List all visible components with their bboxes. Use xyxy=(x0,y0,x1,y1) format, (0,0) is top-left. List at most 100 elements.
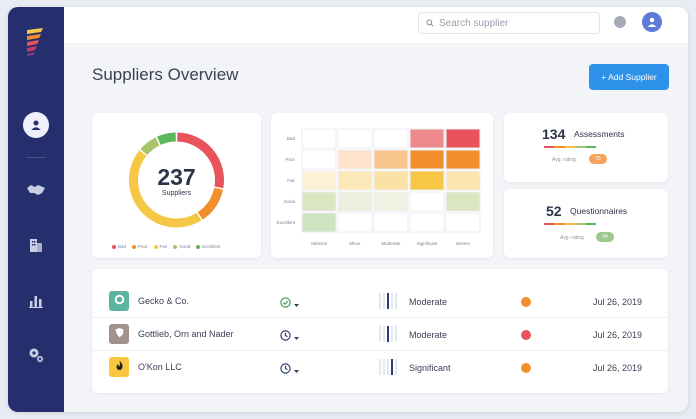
heatmap-cell[interactable] xyxy=(409,212,445,233)
assessments-avg-label: Avg. rating xyxy=(552,157,576,163)
heatmap-cell[interactable] xyxy=(445,149,481,170)
heatmap-cell[interactable] xyxy=(373,128,409,149)
donut-segment-excellent[interactable] xyxy=(157,132,177,145)
heatmap-cell[interactable] xyxy=(301,128,337,149)
rating-dot xyxy=(521,330,531,340)
heatmap-cell[interactable] xyxy=(373,212,409,233)
heatmap-row-label: Bad xyxy=(287,136,296,141)
heatmap-cell[interactable] xyxy=(337,191,373,212)
heatmap-cell[interactable] xyxy=(337,149,373,170)
legend-swatch xyxy=(196,244,201,249)
heatmap-cell[interactable] xyxy=(409,191,445,212)
nav-settings[interactable] xyxy=(22,343,50,371)
assessment-date: Jul 26, 2019 xyxy=(593,330,643,340)
rating-dot xyxy=(521,363,531,373)
assessments-rating-bar xyxy=(544,146,597,148)
heatmap-cell[interactable] xyxy=(445,170,481,191)
supplier-row[interactable]: Gecko & Co. Moderate Jul 26, 2019 xyxy=(92,286,668,318)
supplier-row[interactable]: O'Kon LLC Significant Jul 26, 2019 xyxy=(92,352,668,384)
heatmap-cell[interactable] xyxy=(337,212,373,233)
handshake-icon xyxy=(26,183,46,202)
heatmap-cell[interactable] xyxy=(373,170,409,191)
questionnaires-count: 52 xyxy=(546,203,562,219)
supplier-row[interactable]: Gottlieb, Orn and Nader Moderate Jul 26,… xyxy=(92,319,668,351)
legend-item: Bad xyxy=(112,244,126,249)
heatmap-cell[interactable] xyxy=(373,149,409,170)
risk-bar xyxy=(387,326,389,342)
donut-segment-good[interactable] xyxy=(140,137,160,156)
risk-label: Moderate xyxy=(409,297,448,307)
risk-label: Significant xyxy=(409,363,451,373)
company-name[interactable]: Gecko & Co. xyxy=(138,296,190,306)
company-name[interactable]: Gottlieb, Orn and Nader xyxy=(138,329,234,339)
flame-icon xyxy=(114,358,125,376)
heatmap-cell[interactable] xyxy=(373,191,409,212)
nav-divider xyxy=(26,157,46,158)
questionnaires-card[interactable]: 52 Questionnaires Avg. rating 94 xyxy=(504,189,668,258)
legend-swatch xyxy=(132,244,137,249)
assessments-count: 134 xyxy=(542,126,566,142)
heatmap-cell[interactable] xyxy=(445,191,481,212)
check-circle-icon xyxy=(280,295,291,313)
user-icon xyxy=(647,17,657,27)
brand-logo[interactable] xyxy=(25,27,45,57)
heatmap-row-label: Fair xyxy=(287,178,295,183)
company-logo xyxy=(109,324,129,344)
risk-bar xyxy=(379,293,381,309)
donut-segment-poor[interactable] xyxy=(197,187,223,220)
company-name[interactable]: O'Kon LLC xyxy=(138,362,182,372)
legend-label: Poor xyxy=(138,244,148,249)
heatmap-cell[interactable] xyxy=(445,212,481,233)
status-dropdown[interactable] xyxy=(280,295,299,313)
heatmap-row-label: Good xyxy=(284,199,296,204)
legend-label: Bad xyxy=(118,244,127,249)
risk-level-indicator xyxy=(379,359,397,375)
heatmap-cell[interactable] xyxy=(337,170,373,191)
questionnaires-label: Questionnaires xyxy=(570,206,628,216)
nav-reports[interactable] xyxy=(22,289,50,317)
legend-swatch xyxy=(112,244,116,249)
notifications-button[interactable] xyxy=(614,16,626,28)
user-icon xyxy=(23,112,49,138)
heatmap-cell[interactable] xyxy=(301,170,337,191)
heatmap-cell[interactable] xyxy=(409,128,445,149)
nav-companies[interactable] xyxy=(22,233,50,261)
legend-swatch xyxy=(153,244,158,249)
ring-icon xyxy=(114,292,125,310)
nav-profile[interactable] xyxy=(22,111,50,139)
assessments-card[interactable]: 134 Assessments Avg. rating 75 xyxy=(504,113,668,182)
user-avatar[interactable] xyxy=(642,12,662,32)
heatmap-cell[interactable] xyxy=(301,212,337,233)
heatmap-row-label: Poor xyxy=(285,157,295,162)
suppliers-donut-card: 237 Suppliers Bad Poor Fair Good Excellent xyxy=(92,113,261,258)
risk-label: Moderate xyxy=(409,330,448,340)
heatmap-cell[interactable] xyxy=(337,128,373,149)
status-dropdown[interactable] xyxy=(280,361,299,379)
heatmap-col-label: Severe xyxy=(456,241,471,246)
donut-segment-fair[interactable] xyxy=(129,150,202,228)
sidebar xyxy=(8,7,64,412)
donut-segment-bad[interactable] xyxy=(176,132,224,189)
rating-dot xyxy=(521,297,531,307)
risk-bar xyxy=(395,293,397,309)
search-box[interactable] xyxy=(418,12,600,34)
heatmap-cell[interactable] xyxy=(409,170,445,191)
legend-label: Fair xyxy=(159,244,168,249)
page-title: Suppliers Overview xyxy=(92,65,239,84)
bar-chart-icon xyxy=(28,293,44,314)
risk-bar xyxy=(391,293,393,309)
heatmap-cell[interactable] xyxy=(301,149,337,170)
gears-icon xyxy=(27,346,45,369)
search-input[interactable] xyxy=(439,17,589,29)
heatmap-cell[interactable] xyxy=(409,149,445,170)
heatmap-row-label: Excellent xyxy=(277,220,296,225)
chevron-down-icon xyxy=(294,361,299,379)
add-supplier-button[interactable]: + Add Supplier xyxy=(589,64,669,90)
risk-heatmap: Bad Poor Fair Good Excellent Minimal Minor Mode… xyxy=(277,128,481,246)
heatmap-cell[interactable] xyxy=(445,128,481,149)
heatmap-cell[interactable] xyxy=(301,191,337,212)
nav-partners[interactable] xyxy=(22,178,50,206)
status-dropdown[interactable] xyxy=(280,328,299,346)
heatmap-col-label: Moderate xyxy=(381,241,401,246)
questionnaires-rating-bar xyxy=(544,223,597,225)
